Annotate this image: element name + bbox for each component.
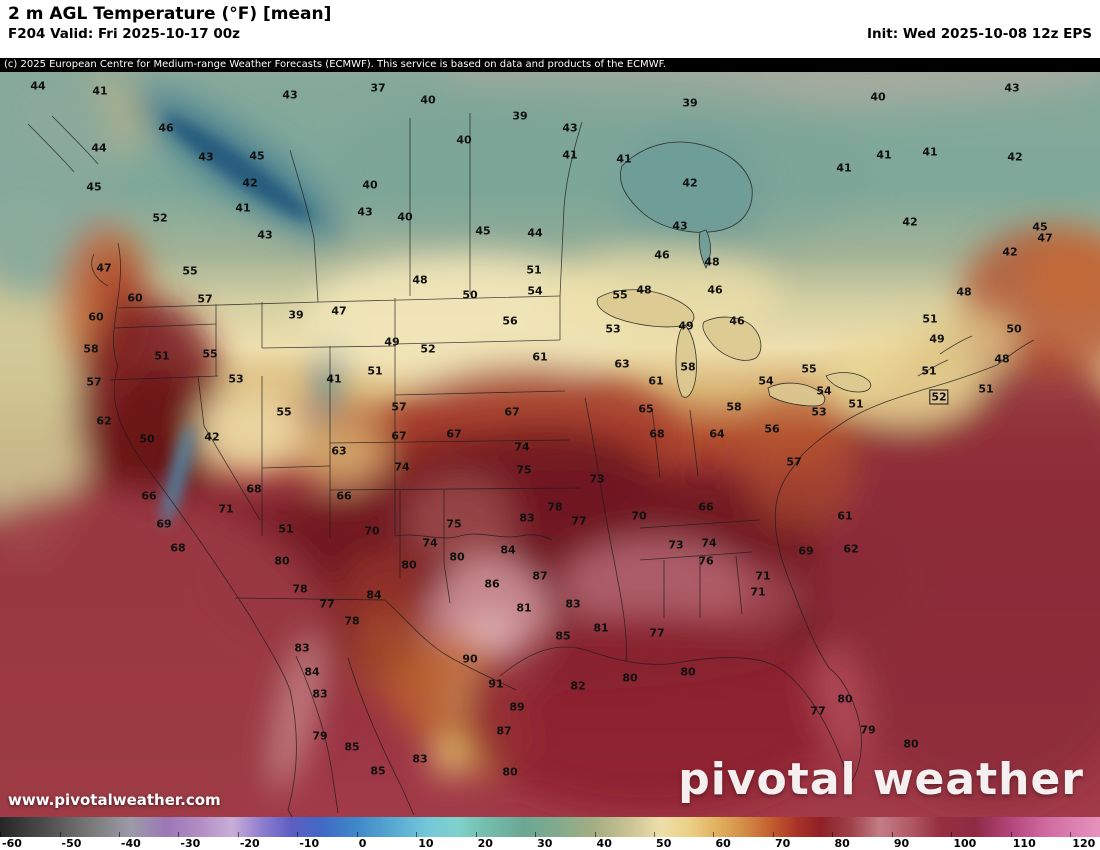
james-bay bbox=[698, 229, 711, 269]
us-canada-border bbox=[117, 295, 561, 309]
hudson-bay bbox=[620, 141, 753, 233]
colorbar-tickmark bbox=[535, 832, 537, 837]
colorbar-tickmark bbox=[475, 832, 477, 837]
colorbar-tickmark bbox=[1010, 832, 1012, 837]
gulf-of-california-coast bbox=[295, 655, 339, 814]
maritime-coast bbox=[917, 335, 973, 377]
colorbar-tickmark bbox=[416, 832, 418, 837]
colorbar-tick-label: -30 bbox=[180, 837, 201, 850]
colorbar-tick-label: 70 bbox=[774, 837, 791, 850]
colorbar-tick-label: 40 bbox=[596, 837, 612, 850]
pacific-coastline bbox=[113, 242, 297, 817]
colorbar-tickmark bbox=[356, 832, 358, 837]
colorbar-tick-label: -60 bbox=[2, 837, 22, 850]
colorbar-tick-label: 110 bbox=[1012, 837, 1036, 850]
colorbar-tickmark bbox=[59, 832, 61, 837]
colorbar-tickmark bbox=[654, 832, 656, 837]
colorbar-tickmark bbox=[594, 832, 596, 837]
gulf-coastline bbox=[499, 646, 848, 791]
colorbar-tick-label: 20 bbox=[477, 837, 493, 850]
field-detail-blobs bbox=[161, 115, 313, 526]
colorbar-tick-label: 10 bbox=[418, 837, 434, 850]
colorbar-tickmark bbox=[772, 832, 774, 837]
colorbar-tickmark bbox=[0, 832, 1, 837]
colorbar-tick-label: -20 bbox=[239, 837, 260, 850]
colorbar: -60 -50 -40 -30 -20 -10 0 10 20 30 40 50 60 70 80 90 100… bbox=[0, 817, 1100, 850]
temperature-field bbox=[0, 58, 1100, 817]
vancouver-island bbox=[91, 253, 109, 287]
colorbar-tick-label: 90 bbox=[893, 837, 910, 850]
page-title: 2 m AGL Temperature (°F) [mean] bbox=[8, 4, 332, 24]
colorbar-tick-label: 60 bbox=[715, 837, 731, 850]
colorbar-tick-label: 0 bbox=[358, 837, 367, 850]
lake-erie bbox=[767, 382, 826, 407]
lake-michigan bbox=[675, 325, 697, 398]
mississippi-river bbox=[584, 397, 627, 663]
colorbar-tick-label: -50 bbox=[61, 837, 82, 850]
lakes-layer bbox=[596, 141, 872, 407]
colorbar-tickmark bbox=[297, 832, 299, 837]
valid-time-label: F204 Valid: Fri 2025-10-17 00z bbox=[8, 26, 240, 42]
colorbar-tick-label: 100 bbox=[953, 837, 977, 850]
mb-on-border bbox=[559, 121, 583, 297]
map-canvas: (c) 2025 European Centre for Medium-rang… bbox=[0, 58, 1100, 817]
colorbar-tick-label: 80 bbox=[834, 837, 850, 850]
watermark-url: www.pivotalweather.com bbox=[8, 791, 221, 809]
init-time-label: Init: Wed 2025-10-08 12z EPS bbox=[867, 26, 1092, 42]
colorbar-gradient bbox=[0, 817, 1100, 837]
colorbar-tickmark bbox=[832, 832, 834, 837]
colorbar-tick-label: -10 bbox=[299, 837, 320, 850]
mexico-west-coast bbox=[347, 657, 415, 816]
colorbar-tickmark bbox=[713, 832, 715, 837]
lake-superior bbox=[596, 289, 695, 328]
colorbar-tickmark bbox=[118, 832, 120, 837]
colorbar-tick-label: 120 bbox=[1072, 837, 1096, 850]
lake-huron bbox=[702, 316, 762, 361]
bc-ab-border bbox=[289, 149, 319, 303]
watermark-brand: pivotal weather bbox=[678, 754, 1084, 805]
colorbar-ticks: -60 -50 -40 -30 -20 -10 0 10 20 30 40 50 60 70 80 90 100… bbox=[0, 837, 1100, 850]
header-subrow: F204 Valid: Fri 2025-10-17 00z Init: Wed… bbox=[0, 25, 1100, 42]
atlantic-coastline bbox=[774, 339, 1035, 791]
colorbar-tickmark bbox=[951, 832, 953, 837]
colorbar-tickmark bbox=[1070, 832, 1072, 837]
lake-ontario bbox=[825, 372, 872, 393]
borders-layer bbox=[27, 113, 1035, 817]
colorbar-tickmark bbox=[891, 832, 893, 837]
header: 2 m AGL Temperature (°F) [mean] F204 Val… bbox=[0, 0, 1100, 58]
colorbar-tick-label: 30 bbox=[537, 837, 553, 850]
colorbar-tick-label: 50 bbox=[656, 837, 672, 850]
colorbar-tickmark bbox=[178, 832, 180, 837]
colorbar-tick-label: -40 bbox=[120, 837, 141, 850]
us-mexico-border bbox=[234, 597, 517, 691]
attribution-bar: (c) 2025 European Centre for Medium-rang… bbox=[0, 58, 1100, 72]
field-blobs bbox=[0, 58, 1100, 817]
colorbar-tickmark bbox=[237, 832, 239, 837]
alaska-panhandle bbox=[27, 115, 99, 173]
